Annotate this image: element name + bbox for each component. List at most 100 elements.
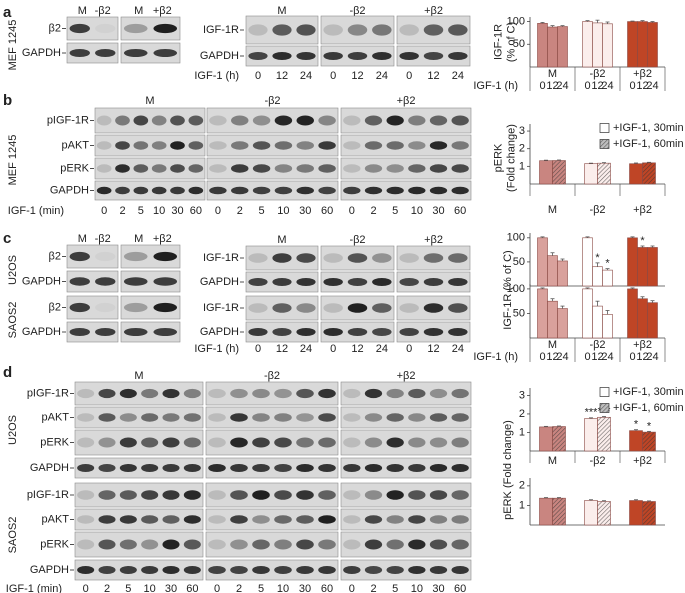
blot-band [399, 253, 419, 263]
blot-background [74, 482, 204, 508]
row-label: GAPDH [22, 47, 61, 59]
blot-band [153, 277, 178, 286]
blot-band [347, 303, 368, 313]
blot-background [74, 406, 204, 429]
blot-band [274, 437, 292, 448]
bar [552, 160, 566, 185]
blot-band [343, 566, 361, 574]
blot-background [94, 180, 206, 201]
series-label: 24 [601, 80, 613, 92]
lane-label: 30 [299, 205, 311, 217]
lane-label: 10 [277, 205, 289, 217]
y-tick-label: 2 [519, 408, 525, 420]
blot-band [183, 437, 201, 448]
blot-band [69, 277, 90, 286]
lane-label: 2 [370, 583, 376, 593]
blot-background [340, 107, 472, 134]
significance: * [595, 252, 600, 264]
lane-label: 0 [255, 343, 261, 355]
row-label: β2 [49, 301, 61, 313]
blot-background [120, 16, 181, 41]
blot-band [151, 164, 167, 173]
blot-band [208, 490, 226, 500]
blot-band [451, 141, 469, 150]
blot-band [323, 253, 343, 263]
y-tick-label: 3 [519, 389, 525, 401]
blot-band [98, 566, 116, 574]
lane-label: 0 [406, 70, 412, 82]
bar [539, 426, 553, 452]
lane-label: 24 [300, 343, 312, 355]
lane-label: 12 [276, 343, 288, 355]
blot-band [296, 437, 314, 448]
blot-band [115, 186, 130, 195]
bar [552, 426, 566, 452]
blot-band [318, 388, 336, 399]
blot-background [120, 270, 181, 293]
blot-band [252, 413, 270, 422]
blot-band [399, 24, 419, 36]
blot-band [95, 49, 116, 57]
blot-background [66, 321, 119, 343]
x-tick-label: -β2 [589, 455, 605, 467]
blot-band [408, 515, 426, 524]
bar [642, 431, 656, 452]
bar [602, 269, 613, 287]
blot-band [296, 164, 314, 173]
blot-band [372, 278, 392, 286]
blot-band [272, 303, 292, 313]
blot-band [69, 328, 90, 336]
row-label: GAPDH [22, 326, 61, 338]
blot-band [141, 539, 159, 550]
bar [647, 247, 658, 287]
blot-band [386, 186, 404, 195]
significance: * [605, 258, 610, 270]
row-label: IGF-1R [203, 302, 239, 314]
blot-band [408, 413, 426, 422]
blot-band [372, 303, 392, 313]
blot-band [77, 490, 95, 500]
blot-background [66, 244, 119, 269]
lane-label: 60 [454, 583, 466, 593]
lane-label: 2 [104, 583, 110, 593]
blot-band [323, 303, 343, 313]
blot-band [451, 388, 469, 399]
blot-background [340, 482, 472, 508]
lane-label: 60 [190, 205, 202, 217]
blot-band [364, 164, 383, 173]
blot-band [451, 566, 469, 574]
blot-background [340, 559, 472, 581]
row-label: pIGF-1R [47, 114, 89, 126]
blot-band [272, 253, 292, 263]
blot-background [120, 244, 181, 269]
side-label: SAOS2 [7, 302, 19, 339]
blot-band [208, 413, 226, 422]
blot-band [296, 52, 316, 60]
lane-label: 0 [214, 583, 220, 593]
blot-band [408, 539, 426, 550]
blot-band [296, 141, 314, 150]
blot-band [386, 413, 404, 422]
blot-band [274, 515, 292, 524]
blot-band [77, 464, 95, 472]
blot-band [364, 437, 383, 448]
lane-label: 10 [144, 583, 156, 593]
y-axis-label: (% of C) [505, 22, 517, 62]
x-tick-label: M [548, 204, 557, 216]
blot-band [141, 566, 159, 574]
blot-band [386, 464, 404, 472]
blot-band [364, 515, 383, 524]
group-header: +β2 [397, 95, 416, 107]
lane-label: 2 [237, 205, 243, 217]
blot-band [119, 464, 137, 472]
blot-band [274, 186, 293, 195]
x-axis-label: IGF-1 (h) [473, 80, 518, 92]
blot-band [96, 164, 112, 173]
y-axis-label: (Fold change) [505, 124, 517, 192]
lane-header: M [78, 5, 87, 17]
blot-band [343, 464, 361, 472]
blot-band [95, 328, 116, 336]
lane-label: 2 [236, 583, 242, 593]
blot-band [347, 253, 368, 263]
blot-background [205, 429, 339, 456]
